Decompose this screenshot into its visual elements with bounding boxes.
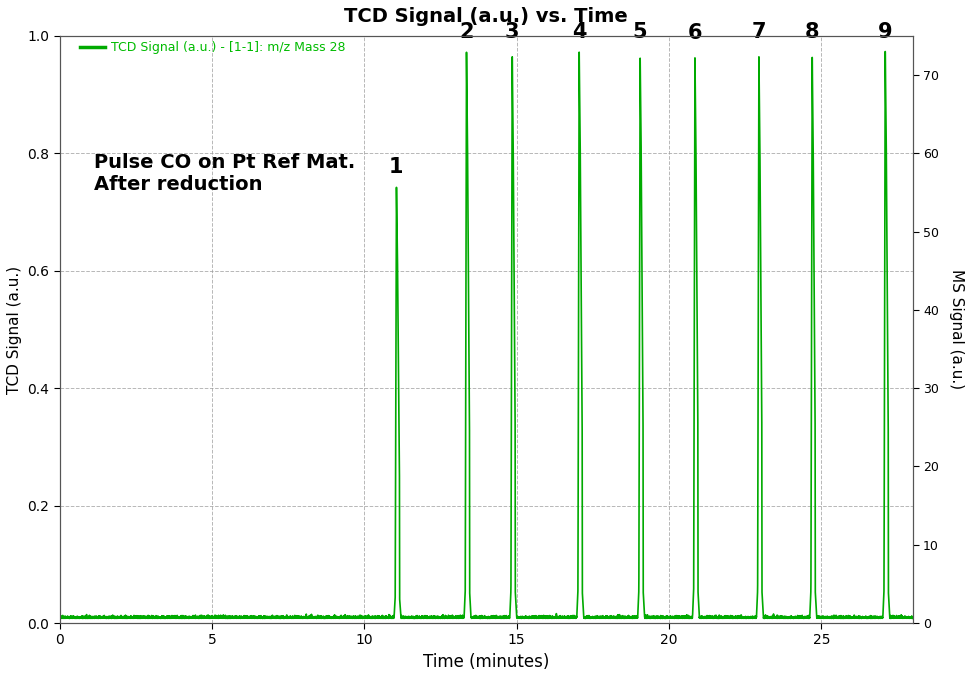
Text: 4: 4	[572, 22, 586, 42]
Y-axis label: MS Signal (a.u.): MS Signal (a.u.)	[949, 269, 964, 390]
Text: Pulse CO on Pt Ref Mat.
After reduction: Pulse CO on Pt Ref Mat. After reduction	[94, 153, 355, 195]
Text: 1: 1	[389, 157, 404, 177]
Text: 7: 7	[752, 22, 766, 42]
Text: 5: 5	[633, 22, 648, 42]
Text: 2: 2	[459, 22, 474, 42]
Text: 6: 6	[687, 24, 702, 43]
Y-axis label: TCD Signal (a.u.): TCD Signal (a.u.)	[7, 265, 22, 393]
Text: 8: 8	[805, 22, 820, 42]
Text: 9: 9	[878, 22, 892, 42]
Legend: TCD Signal (a.u.) - [1-1]: m/z Mass 28: TCD Signal (a.u.) - [1-1]: m/z Mass 28	[75, 36, 351, 59]
X-axis label: Time (minutes): Time (minutes)	[423, 653, 550, 671]
Title: TCD Signal (a.u.) vs. Time: TCD Signal (a.u.) vs. Time	[345, 7, 628, 26]
Text: 3: 3	[505, 22, 519, 42]
